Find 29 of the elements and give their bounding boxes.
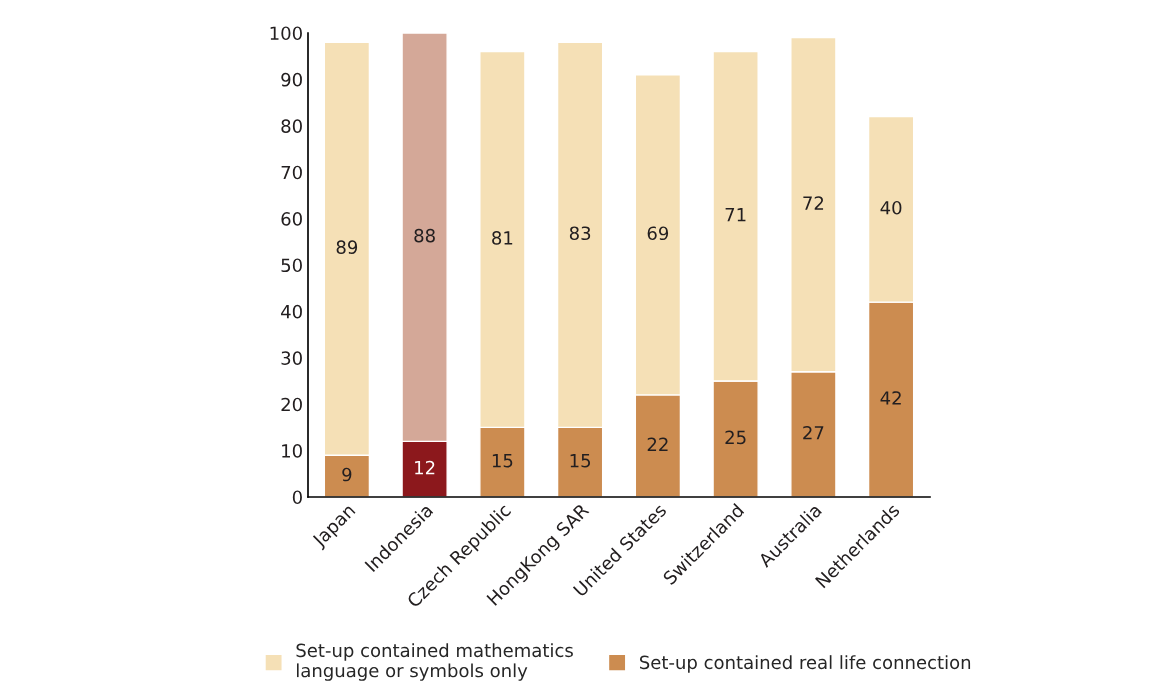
data-label: 22 [647,437,668,451]
data-label: 72 [803,196,824,210]
data-label: 27 [803,425,824,440]
y-tick-label: 30 [281,351,302,365]
y-tick-label: 20 [281,397,302,412]
data-label: 89 [336,240,358,254]
data-label: 40 [880,200,902,215]
legend-label: Set-up contained real life connection [639,655,971,673]
y-tick-label: 40 [281,304,302,319]
y-tick-label: 0 [292,490,302,505]
data-label: 71 [725,208,746,222]
y-tick-label: 100 [270,26,302,41]
legend-label: Set-up contained mathematics language or symbols only [296,643,573,681]
data-label: 15 [570,454,591,468]
data-label: 12 [415,460,435,475]
data-label: 42 [880,391,901,405]
y-tick-label: 60 [281,212,302,226]
data-label: 69 [647,226,669,241]
data-label: 83 [569,226,591,241]
y-tick-label: 50 [281,258,302,273]
data-label: 9 [342,467,352,482]
y-tick-label: 90 [281,72,302,87]
y-tick-label: 70 [281,165,302,180]
data-label: 25 [725,430,746,445]
data-label: 15 [492,454,513,468]
data-label: 88 [414,228,435,243]
y-tick-label: 10 [282,444,302,458]
data-label: 81 [492,231,513,245]
y-tick-label: 80 [281,119,302,133]
